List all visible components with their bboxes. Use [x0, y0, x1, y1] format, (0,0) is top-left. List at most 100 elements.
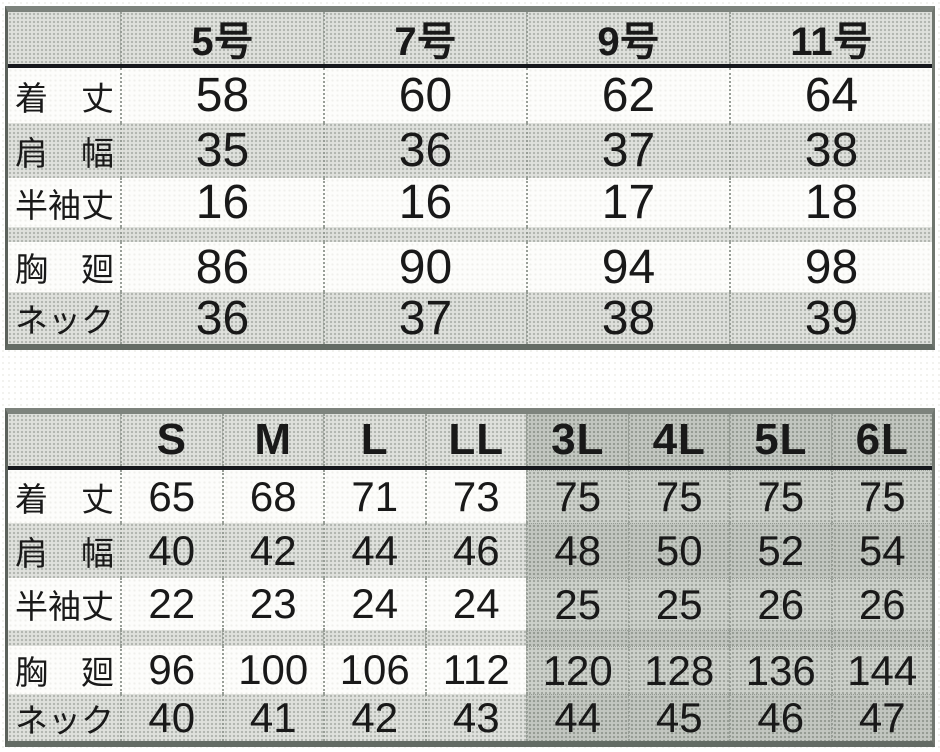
- t1-col-header-9gou: 9号: [526, 12, 729, 64]
- t2-row-chest: 胸 廻 96 100 106 112 120 128 136 144: [8, 646, 932, 694]
- value-cell: 17: [526, 178, 729, 227]
- t1-row-chest: 胸 廻 86 90 94 98: [8, 242, 932, 292]
- t1-header-rule: [8, 64, 932, 68]
- row-label: 着 丈: [8, 68, 120, 123]
- value-cell: 75: [526, 470, 628, 523]
- value-cell: 62: [526, 68, 729, 123]
- value-cell: 35: [120, 123, 323, 178]
- value-cell: 42: [221, 523, 323, 578]
- size-table-gou-sizes: 5号 7号 9号 11号 着 丈 58 60 62 64 肩 幅 35 36 3…: [5, 6, 935, 350]
- row-label: ネック: [8, 694, 120, 741]
- value-cell: 58: [120, 68, 323, 123]
- value-cell: 48: [526, 523, 628, 578]
- value-cell: 65: [120, 470, 222, 523]
- value-cell: 25: [526, 578, 628, 630]
- value-cell: 38: [526, 292, 729, 344]
- value-cell: 112: [424, 646, 526, 694]
- t2-row-shoulder-width: 肩 幅 40 42 44 46 48 50 52 54: [8, 523, 932, 578]
- t2-row-neck: ネック 40 41 42 43 44 45 46 47: [8, 694, 932, 741]
- value-cell: 18: [729, 178, 932, 227]
- size-table-letter-sizes: S M L LL 3L 4L 5L 6L 着 丈 65 68 71 73 75 …: [5, 408, 935, 747]
- value-cell: 41: [221, 694, 323, 741]
- value-cell: 60: [323, 68, 526, 123]
- value-cell: 16: [120, 178, 323, 227]
- t2-col-header-3l: 3L: [526, 414, 628, 466]
- value-cell: 136: [729, 646, 831, 694]
- t1-separator-band: [8, 227, 932, 242]
- value-cell: 36: [120, 292, 323, 344]
- t1-col-header-5gou: 5号: [120, 12, 323, 64]
- value-cell: 90: [323, 242, 526, 292]
- value-cell: 39: [729, 292, 932, 344]
- value-cell: 24: [424, 578, 526, 630]
- t2-col-header-m: M: [221, 414, 323, 466]
- value-cell: 25: [627, 578, 729, 630]
- value-cell: 86: [120, 242, 323, 292]
- row-label: ネック: [8, 292, 120, 344]
- t1-row-half-sleeve-length: 半袖丈 16 16 17 18: [8, 178, 932, 227]
- value-cell: 26: [830, 578, 932, 630]
- value-cell: 54: [830, 523, 932, 578]
- row-label: 肩 幅: [8, 523, 120, 578]
- t1-header-row: 5号 7号 9号 11号: [8, 12, 932, 64]
- t2-row-half-sleeve-length: 半袖丈 22 23 24 24 25 25 26 26: [8, 578, 932, 630]
- t2-col-header-4l: 4L: [627, 414, 729, 466]
- value-cell: 47: [830, 694, 932, 741]
- t1-row-neck: ネック 36 37 38 39: [8, 292, 932, 344]
- value-cell: 46: [729, 694, 831, 741]
- t2-header-row: S M L LL 3L 4L 5L 6L: [8, 414, 932, 466]
- value-cell: 120: [526, 646, 628, 694]
- value-cell: 26: [729, 578, 831, 630]
- value-cell: 98: [729, 242, 932, 292]
- t2-col-header-5l: 5L: [729, 414, 831, 466]
- value-cell: 50: [627, 523, 729, 578]
- t2-col-header-l: L: [323, 414, 425, 466]
- value-cell: 36: [323, 123, 526, 178]
- value-cell: 71: [323, 470, 425, 523]
- value-cell: 106: [323, 646, 425, 694]
- t2-col-header-s: S: [120, 414, 222, 466]
- value-cell: 75: [729, 470, 831, 523]
- value-cell: 24: [323, 578, 425, 630]
- value-cell: 40: [120, 694, 222, 741]
- value-cell: 94: [526, 242, 729, 292]
- value-cell: 128: [627, 646, 729, 694]
- t2-corner-cell: [8, 414, 120, 466]
- row-label: 半袖丈: [8, 578, 120, 630]
- t1-corner-cell: [8, 12, 120, 64]
- t1-col-header-7gou: 7号: [323, 12, 526, 64]
- value-cell: 73: [424, 470, 526, 523]
- value-cell: 40: [120, 523, 222, 578]
- value-cell: 75: [627, 470, 729, 523]
- t1-col-header-11gou: 11号: [729, 12, 932, 64]
- row-label: 胸 廻: [8, 242, 120, 292]
- t2-separator-band: [8, 630, 932, 646]
- t2-row-body-length: 着 丈 65 68 71 73 75 75 75 75: [8, 470, 932, 523]
- value-cell: 44: [323, 523, 425, 578]
- t1-row-body-length: 着 丈 58 60 62 64: [8, 68, 932, 123]
- t1-row-shoulder-width: 肩 幅 35 36 37 38: [8, 123, 932, 178]
- t2-col-header-6l: 6L: [830, 414, 932, 466]
- value-cell: 23: [221, 578, 323, 630]
- row-label: 半袖丈: [8, 178, 120, 227]
- value-cell: 64: [729, 68, 932, 123]
- value-cell: 52: [729, 523, 831, 578]
- value-cell: 42: [323, 694, 425, 741]
- value-cell: 46: [424, 523, 526, 578]
- value-cell: 96: [120, 646, 222, 694]
- value-cell: 100: [221, 646, 323, 694]
- row-label: 肩 幅: [8, 123, 120, 178]
- value-cell: 38: [729, 123, 932, 178]
- value-cell: 75: [830, 470, 932, 523]
- value-cell: 16: [323, 178, 526, 227]
- row-label: 胸 廻: [8, 646, 120, 694]
- t2-col-header-ll: LL: [424, 414, 526, 466]
- value-cell: 37: [526, 123, 729, 178]
- value-cell: 68: [221, 470, 323, 523]
- value-cell: 37: [323, 292, 526, 344]
- row-label: 着 丈: [8, 470, 120, 523]
- value-cell: 144: [830, 646, 932, 694]
- value-cell: 22: [120, 578, 222, 630]
- value-cell: 45: [627, 694, 729, 741]
